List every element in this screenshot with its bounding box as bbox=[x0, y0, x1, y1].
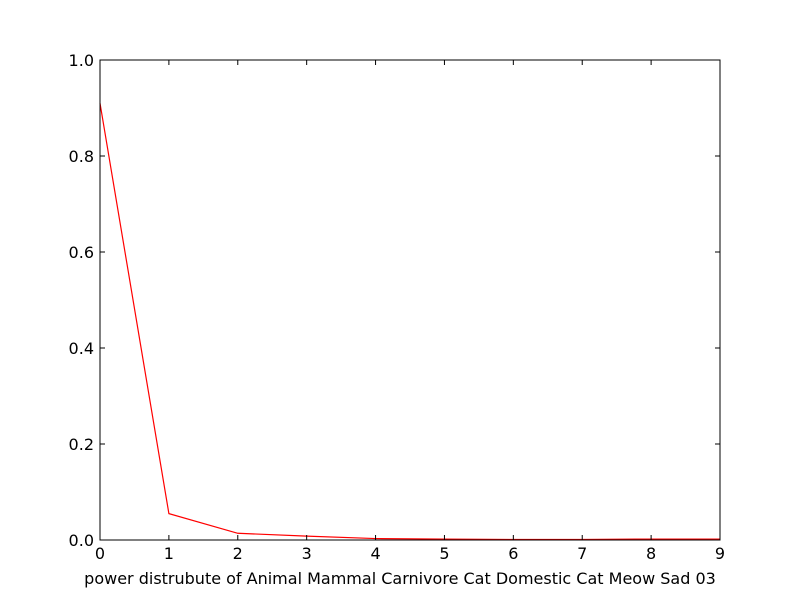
axis-ticks bbox=[99, 59, 721, 541]
x-tick-label: 7 bbox=[577, 544, 587, 563]
y-tick-label: 0.6 bbox=[69, 243, 94, 262]
axes-frame bbox=[99, 59, 721, 541]
y-tick-label: 0.4 bbox=[69, 339, 94, 358]
series-line-0 bbox=[99, 103, 720, 541]
x-tick-label: 3 bbox=[302, 544, 312, 563]
x-tick-label: 2 bbox=[233, 544, 243, 563]
y-tick-label: 1.0 bbox=[69, 51, 94, 70]
x-tick-label: 9 bbox=[715, 544, 725, 563]
x-tick-label: 8 bbox=[646, 544, 656, 563]
x-tick-label: 6 bbox=[508, 544, 518, 563]
y-tick-label: 0.2 bbox=[69, 435, 94, 454]
y-tick-label: 0.8 bbox=[69, 147, 94, 166]
x-tick-label: 0 bbox=[95, 544, 105, 563]
plot-area bbox=[99, 103, 720, 541]
x-tick-label: 1 bbox=[164, 544, 174, 563]
x-tick-label: 4 bbox=[370, 544, 380, 563]
x-axis-label: power distrubute of Animal Mammal Carniv… bbox=[84, 569, 716, 588]
x-tick-label: 5 bbox=[439, 544, 449, 563]
y-tick-label: 0.0 bbox=[69, 531, 94, 550]
tick-labels: 0 1 2 3 4 5 6 7 8 9 0.0 0.2 0.4 0.6 0.8 1.0 bbox=[69, 51, 726, 563]
